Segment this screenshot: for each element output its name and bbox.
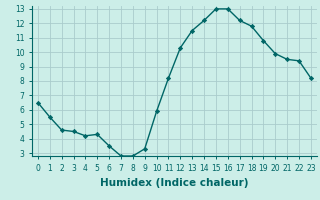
X-axis label: Humidex (Indice chaleur): Humidex (Indice chaleur) bbox=[100, 178, 249, 188]
